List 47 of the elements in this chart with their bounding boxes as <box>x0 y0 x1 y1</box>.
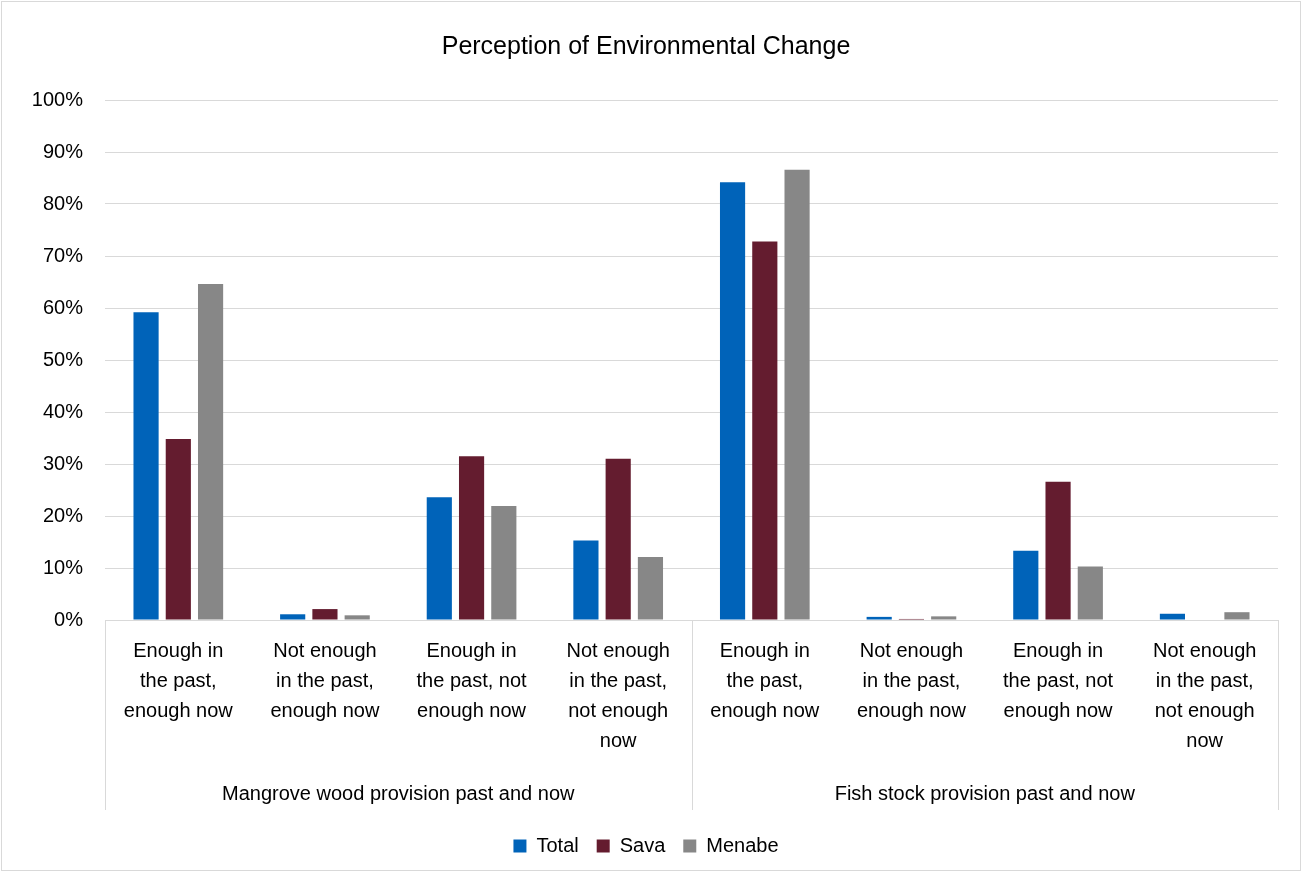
x-tick-label: Enough in the past, not enough now <box>416 638 528 721</box>
bar <box>458 456 485 620</box>
bar <box>784 169 810 620</box>
x-tick-label: Not enough in the past, not enough now <box>1152 638 1257 751</box>
x-tick-label: Enough in the past, enough now <box>123 638 234 721</box>
bar <box>931 616 957 620</box>
y-tick-label: 10% <box>42 555 84 578</box>
y-tick-label: 0% <box>54 607 84 630</box>
chart-title: Perception of Environmental Change <box>441 30 851 59</box>
x-tick-label: Not enough in the past, enough now <box>856 638 967 721</box>
x-tick-label: Enough in the past, enough now <box>710 638 820 721</box>
y-tick-label: 20% <box>42 503 84 526</box>
bar <box>1077 566 1103 620</box>
bar <box>197 284 224 620</box>
bar <box>133 312 159 620</box>
bar <box>280 614 306 620</box>
legend-label: Total <box>536 833 579 856</box>
text: Fish stock provision past and now <box>834 781 1136 804</box>
bar <box>426 497 452 620</box>
bar <box>573 540 599 620</box>
bar <box>605 458 631 620</box>
bar <box>165 439 191 620</box>
bar <box>1224 612 1250 620</box>
y-tick-label: 70% <box>42 243 84 266</box>
y-tick-label: 30% <box>42 451 84 474</box>
bar <box>344 615 370 620</box>
y-tick-label: 80% <box>42 191 84 214</box>
y-tick-label: 60% <box>42 295 84 318</box>
text: Mangrove wood provision past and now <box>222 781 576 804</box>
bar <box>491 506 517 620</box>
bar <box>719 182 746 620</box>
x-tick-label: Not enough in the past, enough now <box>270 638 380 721</box>
y-tick-label: 40% <box>42 399 84 422</box>
bar <box>312 609 338 620</box>
x-tick-label: Enough in the past, not enough now <box>1003 638 1114 721</box>
y-tick-label: 100% <box>31 87 84 110</box>
y-tick-label: 50% <box>42 347 84 370</box>
bar <box>637 557 664 620</box>
bar <box>752 241 778 620</box>
bar <box>1013 550 1039 620</box>
bar <box>1045 481 1071 620</box>
bar <box>866 616 892 620</box>
bar <box>1159 613 1186 620</box>
legend-label: Sava <box>619 833 667 856</box>
legend-label: Menabe <box>706 833 779 856</box>
y-tick-label: 90% <box>42 139 84 162</box>
x-tick-label: Not enough in the past, not enough now <box>566 638 670 751</box>
